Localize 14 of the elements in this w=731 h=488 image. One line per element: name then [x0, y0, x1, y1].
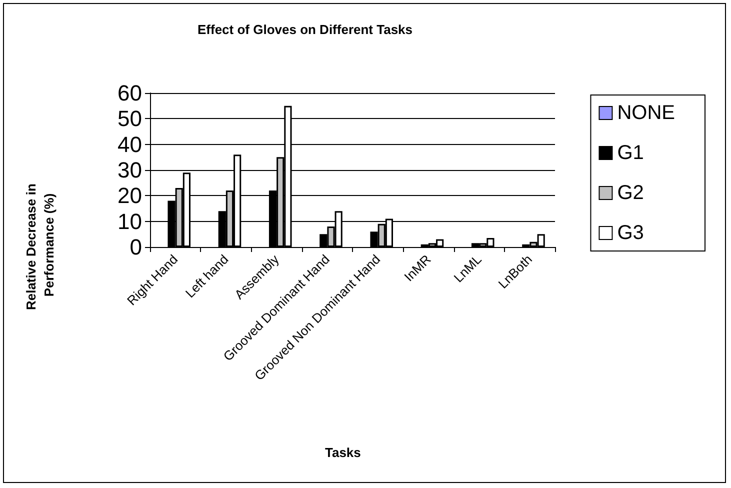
y-tick-label: 30 — [118, 158, 142, 182]
legend-label: NONE — [617, 102, 676, 124]
y-axis-title: Relative Decrease in Performance (%) — [24, 180, 56, 310]
legend-label: G3 — [617, 222, 644, 244]
y-tick-label: 40 — [118, 132, 142, 157]
y-tick-label: 60 — [118, 80, 142, 106]
chart-title: Effect of Gloves on Different Tasks — [197, 22, 413, 37]
y-tick-label: 20 — [118, 183, 142, 208]
y-tick-label: 50 — [118, 106, 142, 132]
y-tick-label: 10 — [118, 208, 142, 234]
legend-label: G1 — [617, 142, 644, 164]
x-axis-title: Tasks — [325, 445, 361, 460]
y-tick-label: 0 — [130, 234, 142, 260]
legend-label: G2 — [617, 182, 644, 204]
